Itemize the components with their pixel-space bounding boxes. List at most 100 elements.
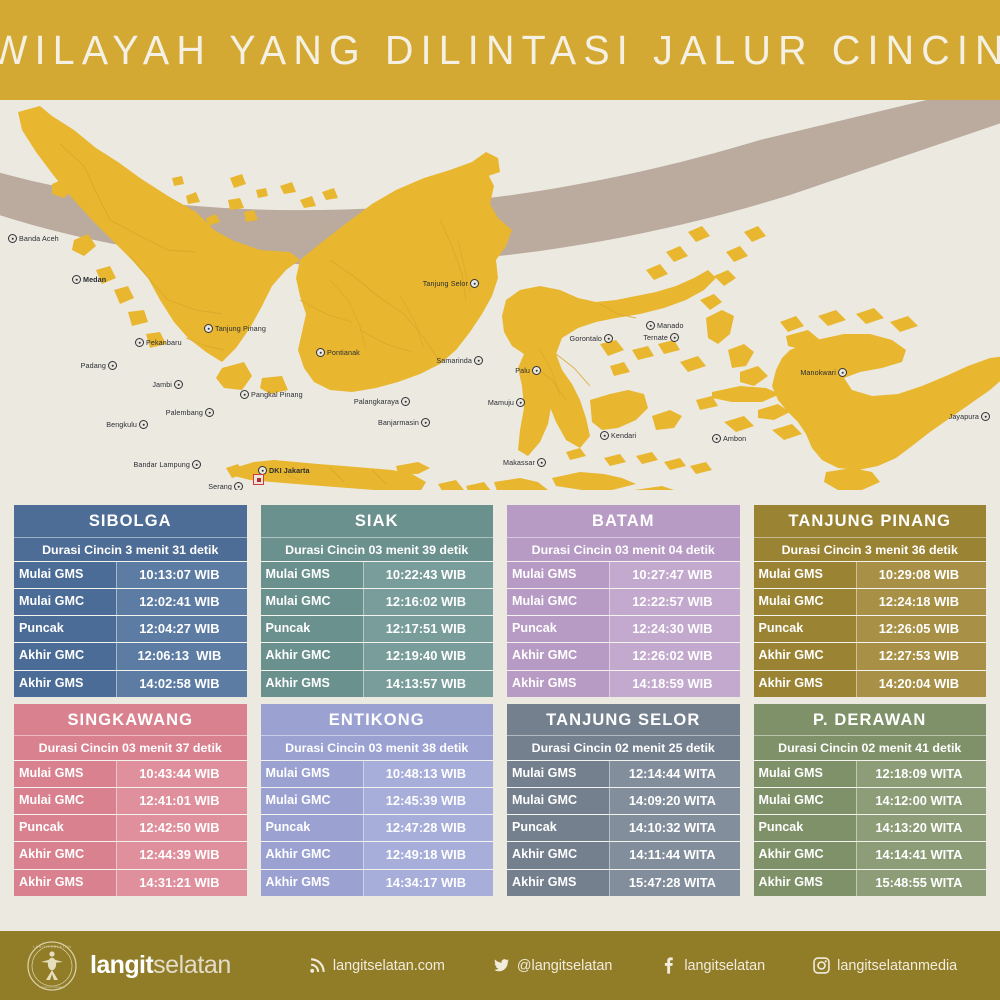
- row-label: Mulai GMC: [260, 589, 363, 616]
- table-row: Mulai GMS 10:27:47 WIB: [507, 560, 740, 589]
- city-dot-icon: [204, 324, 213, 333]
- table-row: Akhir GMS 14:34:17 WIB: [260, 868, 493, 896]
- city-label: Kendari: [611, 431, 637, 440]
- row-label: Akhir GMS: [753, 869, 856, 896]
- city-marker: Banda Aceh: [8, 234, 59, 243]
- footer-link[interactable]: @langitselatan: [493, 957, 612, 974]
- indonesia-map: Banda Aceh Medan Tanjung Pinang Pekanbaru Pa…: [0, 100, 1000, 490]
- city-label: Padang: [80, 361, 106, 370]
- table-row: Mulai GMC 14:09:20 WITA: [507, 786, 740, 815]
- row-value: 14:12:00 WITA: [855, 787, 986, 815]
- footer-link[interactable]: langitselatan.com: [309, 957, 445, 974]
- table-row: Akhir GMS 14:13:57 WIB: [260, 669, 493, 697]
- row-value: 10:43:44 WIB: [116, 760, 247, 787]
- city-label: Palu: [515, 366, 530, 375]
- footer-link-label: @langitselatan: [516, 957, 613, 974]
- card-title: SIBOLGA: [14, 505, 247, 537]
- city-marker: Tanjung Selor: [423, 279, 479, 288]
- city-label: Pekanbaru: [146, 338, 182, 347]
- city-dot-icon: [646, 321, 655, 330]
- city-dot-icon: [532, 366, 541, 375]
- table-row: Mulai GMS 12:18:09 WITA: [753, 759, 986, 787]
- row-label: Puncak: [507, 815, 610, 842]
- row-label: Mulai GMS: [260, 561, 363, 589]
- city-marker: Jayapura: [949, 412, 990, 421]
- city-dot-icon: [516, 398, 525, 407]
- row-value: 12:24:18 WIB: [855, 589, 986, 616]
- row-value: 10:29:08 WIB: [855, 561, 986, 589]
- eclipse-path-band: [0, 100, 1000, 265]
- row-value: 12:06:13 WIB: [116, 643, 247, 670]
- row-value: 14:11:44 WITA: [609, 842, 740, 869]
- row-value: 10:27:47 WIB: [609, 561, 740, 589]
- table-row: Mulai GMS 10:43:44 WIB: [14, 759, 247, 787]
- table-row: Akhir GMC 14:11:44 WITA: [507, 841, 740, 869]
- city-marker: Pekanbaru: [135, 338, 182, 347]
- city-dot-icon: [139, 420, 148, 429]
- city-card: TANJUNG SELOR Durasi Cincin 02 menit 25 d…: [507, 703, 740, 896]
- row-value: 15:47:28 WITA: [609, 869, 740, 896]
- footer-link[interactable]: langitselatanmedia: [813, 957, 957, 974]
- row-value: 12:16:02 WIB: [362, 589, 493, 616]
- row-value: 10:48:13 WIB: [362, 760, 493, 787]
- city-marker: Bandar Lampung: [133, 460, 201, 469]
- table-row: Akhir GMS 14:18:59 WIB: [507, 669, 740, 697]
- city-dot-icon: [474, 356, 483, 365]
- row-value: 12:47:28 WIB: [362, 815, 493, 842]
- row-label: Akhir GMS: [507, 869, 610, 896]
- row-label: Puncak: [14, 815, 117, 842]
- city-label: Banda Aceh: [19, 234, 59, 243]
- city-marker: Mamuju: [488, 398, 525, 407]
- table-row: Mulai GMC 14:12:00 WITA: [753, 786, 986, 815]
- langitselatan-seal-icon: L A N G I T S E L A T A N astronomi indo…: [27, 940, 77, 991]
- city-marker: Tanjung Pinang: [204, 324, 266, 333]
- row-label: Puncak: [753, 815, 856, 842]
- city-marker: Bengkulu: [106, 420, 148, 429]
- city-label: Mamuju: [487, 398, 514, 407]
- row-label: Akhir GMS: [507, 670, 610, 697]
- city-dot-icon: [72, 275, 81, 284]
- table-row: Akhir GMC 12:44:39 WIB: [14, 841, 247, 869]
- row-label: Mulai GMC: [14, 589, 117, 616]
- city-dot-icon: [604, 334, 613, 343]
- table-row: Puncak 12:42:50 WIB: [14, 814, 247, 842]
- row-value: 12:18:09 WITA: [855, 760, 986, 787]
- table-row: Mulai GMC 12:41:01 WIB: [14, 786, 247, 815]
- row-value: 12:45:39 WIB: [362, 787, 493, 815]
- footer-link-label: langitselatanmedia: [837, 957, 958, 974]
- city-dot-icon: [108, 361, 117, 370]
- row-label: Mulai GMC: [14, 787, 117, 815]
- table-row: Puncak 12:24:30 WIB: [507, 615, 740, 643]
- table-row: Mulai GMC 12:22:57 WIB: [507, 588, 740, 616]
- row-label: Akhir GMS: [260, 869, 363, 896]
- row-label: Mulai GMS: [260, 760, 363, 787]
- city-marker: Samarinda: [436, 356, 483, 365]
- page-footer: L A N G I T S E L A T A N astronomi indo…: [0, 931, 1000, 1000]
- table-row: Puncak 12:17:51 WIB: [260, 615, 493, 643]
- card-duration: Durasi Cincin 02 menit 41 detik: [753, 735, 986, 760]
- table-row: Puncak 14:13:20 WITA: [753, 814, 986, 842]
- row-value: 12:19:40 WIB: [362, 643, 493, 670]
- city-label: Banjarmasin: [377, 418, 419, 427]
- brand-logo: L A N G I T S E L A T A N astronomi indo…: [26, 940, 231, 992]
- table-row: Akhir GMS 14:20:04 WIB: [753, 669, 986, 697]
- jakarta-capital-marker: [253, 474, 264, 485]
- table-row: Mulai GMC 12:02:41 WIB: [14, 588, 247, 616]
- city-card: P. DERAWAN Durasi Cincin 02 menit 41 deti…: [753, 703, 986, 896]
- row-label: Mulai GMC: [507, 787, 610, 815]
- row-value: 14:14:41 WITA: [855, 842, 986, 869]
- row-value: 12:26:02 WIB: [609, 643, 740, 670]
- table-row: Puncak 12:26:05 WIB: [753, 615, 986, 643]
- row-label: Akhir GMC: [753, 643, 856, 670]
- city-dot-icon: [537, 458, 546, 467]
- row-label: Puncak: [260, 616, 363, 643]
- row-value: 10:13:07 WIB: [116, 561, 247, 589]
- card-duration: Durasi Cincin 03 menit 38 detik: [260, 735, 493, 760]
- row-label: Puncak: [753, 616, 856, 643]
- table-row: Akhir GMC 12:27:53 WIB: [753, 642, 986, 670]
- footer-link[interactable]: langitselatan: [660, 957, 765, 974]
- city-marker: Banjarmasin: [378, 418, 430, 427]
- rivers: [329, 239, 561, 397]
- table-row: Akhir GMC 12:26:02 WIB: [507, 642, 740, 670]
- city-label: Medan: [83, 275, 107, 284]
